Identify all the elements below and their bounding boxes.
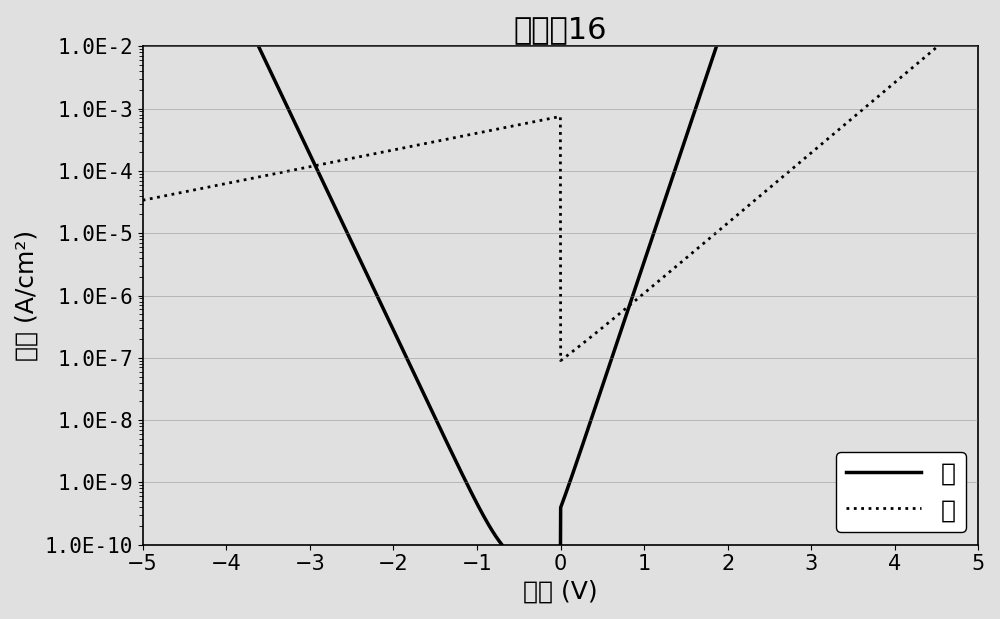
亮 — [493, 125, 505, 132]
Line: 亮: 亮 — [143, 12, 978, 361]
Title: 聚合物16: 聚合物16 — [514, 15, 607, 44]
亮 — [956, 22, 968, 30]
Legend: 暗, 亮: 暗, 亮 — [836, 452, 966, 532]
暗 — [282, 104, 294, 111]
亮 — [137, 197, 149, 204]
亮 — [457, 132, 469, 140]
Y-axis label: 电流 (A/cm²): 电流 (A/cm²) — [15, 230, 39, 361]
Line: 暗: 暗 — [143, 0, 978, 569]
暗 — [232, 0, 244, 7]
亮 — [232, 178, 244, 185]
暗 — [457, 472, 469, 480]
亮 — [282, 168, 294, 175]
暗 — [554, 565, 566, 573]
亮 — [555, 357, 567, 365]
亮 — [866, 98, 878, 105]
亮 — [972, 9, 984, 16]
暗 — [493, 538, 505, 545]
X-axis label: 偏压 (V): 偏压 (V) — [523, 580, 598, 604]
